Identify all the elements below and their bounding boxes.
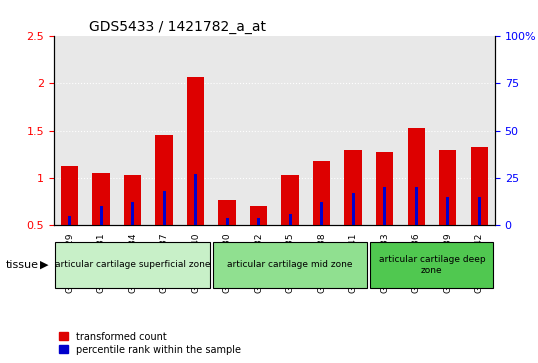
Bar (407, 128, 425, 225)
Bar (383, 187, 386, 225)
Bar (320, 203, 323, 225)
Text: tissue: tissue (5, 260, 38, 270)
Bar (162, 191, 166, 225)
Bar (415, 187, 417, 225)
Bar (478, 197, 481, 225)
Bar (155, 135, 173, 225)
FancyBboxPatch shape (55, 242, 210, 288)
Bar (376, 152, 393, 225)
Text: ▶: ▶ (40, 260, 49, 270)
Bar (194, 174, 197, 225)
Bar (93, 173, 110, 225)
Bar (124, 175, 141, 225)
Bar (281, 175, 299, 225)
FancyBboxPatch shape (371, 242, 493, 288)
Legend: transformed count, percentile rank within the sample: transformed count, percentile rank withi… (59, 331, 241, 355)
Bar (313, 161, 330, 225)
FancyBboxPatch shape (213, 242, 367, 288)
Text: articular cartilage mid zone: articular cartilage mid zone (228, 261, 353, 269)
Bar (225, 217, 229, 225)
Text: GDS5433 / 1421782_a_at: GDS5433 / 1421782_a_at (89, 20, 266, 34)
Bar (257, 217, 260, 225)
Bar (100, 206, 103, 225)
Bar (61, 166, 78, 225)
Bar (288, 214, 292, 225)
Text: articular cartilage deep
zone: articular cartilage deep zone (379, 255, 485, 275)
Bar (439, 150, 456, 225)
Bar (68, 216, 71, 225)
Bar (250, 206, 267, 225)
Bar (344, 150, 362, 225)
Bar (471, 147, 488, 225)
Bar (446, 197, 449, 225)
Bar (218, 200, 236, 225)
Bar (131, 203, 134, 225)
Bar (187, 77, 204, 225)
Bar (352, 193, 355, 225)
Text: articular cartilage superficial zone: articular cartilage superficial zone (55, 261, 210, 269)
